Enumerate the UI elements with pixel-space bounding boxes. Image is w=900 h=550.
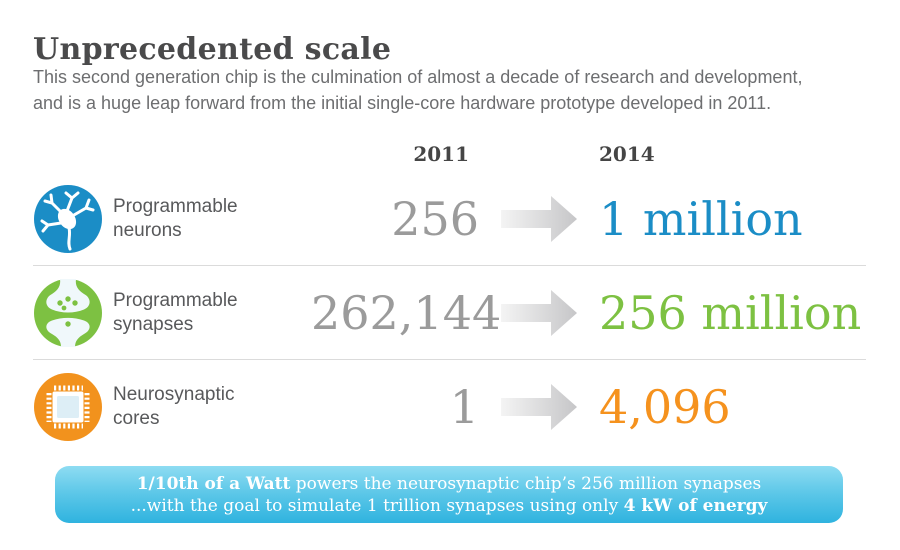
- subtitle-line-2: and is a huge leap forward from the init…: [33, 93, 772, 113]
- page-subtitle: This second generation chip is the culmi…: [33, 64, 893, 116]
- banner-line-2-bold: 4 kW of energy: [623, 496, 768, 516]
- value-2014-cores: 4,096: [599, 379, 731, 434]
- column-header-2014: 2014: [599, 142, 655, 166]
- value-2011-synapses: 262,144: [311, 285, 502, 340]
- table-row-neurons: Programmable neurons 256 1 million: [33, 172, 866, 265]
- table-row-cores: Neurosynaptic cores 1 4,096: [33, 359, 866, 453]
- table-row-synapses: Programmable synapses 262,144 256 millio…: [33, 265, 866, 359]
- column-headers: 2011 2014: [33, 142, 866, 168]
- banner-line-1-rest: powers the neurosynaptic chip’s 256 mill…: [290, 474, 762, 494]
- arrow-icon: [479, 193, 599, 245]
- value-2011-neurons: 256: [391, 191, 479, 246]
- banner-line-1-bold: 1/10th of a Watt: [136, 474, 291, 494]
- comparison-table: Programmable neurons 256 1 million: [33, 172, 866, 453]
- arrow-icon: [479, 287, 599, 339]
- value-2014-neurons: 1 million: [599, 191, 803, 246]
- synapse-icon: [33, 278, 103, 348]
- page-title: Unprecedented scale: [33, 32, 392, 68]
- row-label-synapses: Programmable synapses: [113, 289, 238, 335]
- chip-icon: [33, 372, 103, 442]
- value-2011-cores: 1: [449, 379, 479, 434]
- arrow-icon: [479, 381, 599, 433]
- row-label-neurons: Programmable neurons: [113, 195, 238, 241]
- power-banner: 1/10th of a Watt powers the neurosynapti…: [55, 466, 843, 523]
- banner-line-1: 1/10th of a Watt powers the neurosynapti…: [55, 473, 843, 495]
- neuron-icon: [33, 184, 103, 254]
- column-header-2011: 2011: [413, 142, 469, 166]
- banner-line-2-rest: ...with the goal to simulate 1 trillion …: [130, 496, 624, 516]
- subtitle-line-1: This second generation chip is the culmi…: [33, 67, 803, 87]
- row-label-cores: Neurosynaptic cores: [113, 383, 235, 429]
- banner-line-2: ...with the goal to simulate 1 trillion …: [55, 495, 843, 517]
- value-2014-synapses: 256 million: [599, 285, 862, 340]
